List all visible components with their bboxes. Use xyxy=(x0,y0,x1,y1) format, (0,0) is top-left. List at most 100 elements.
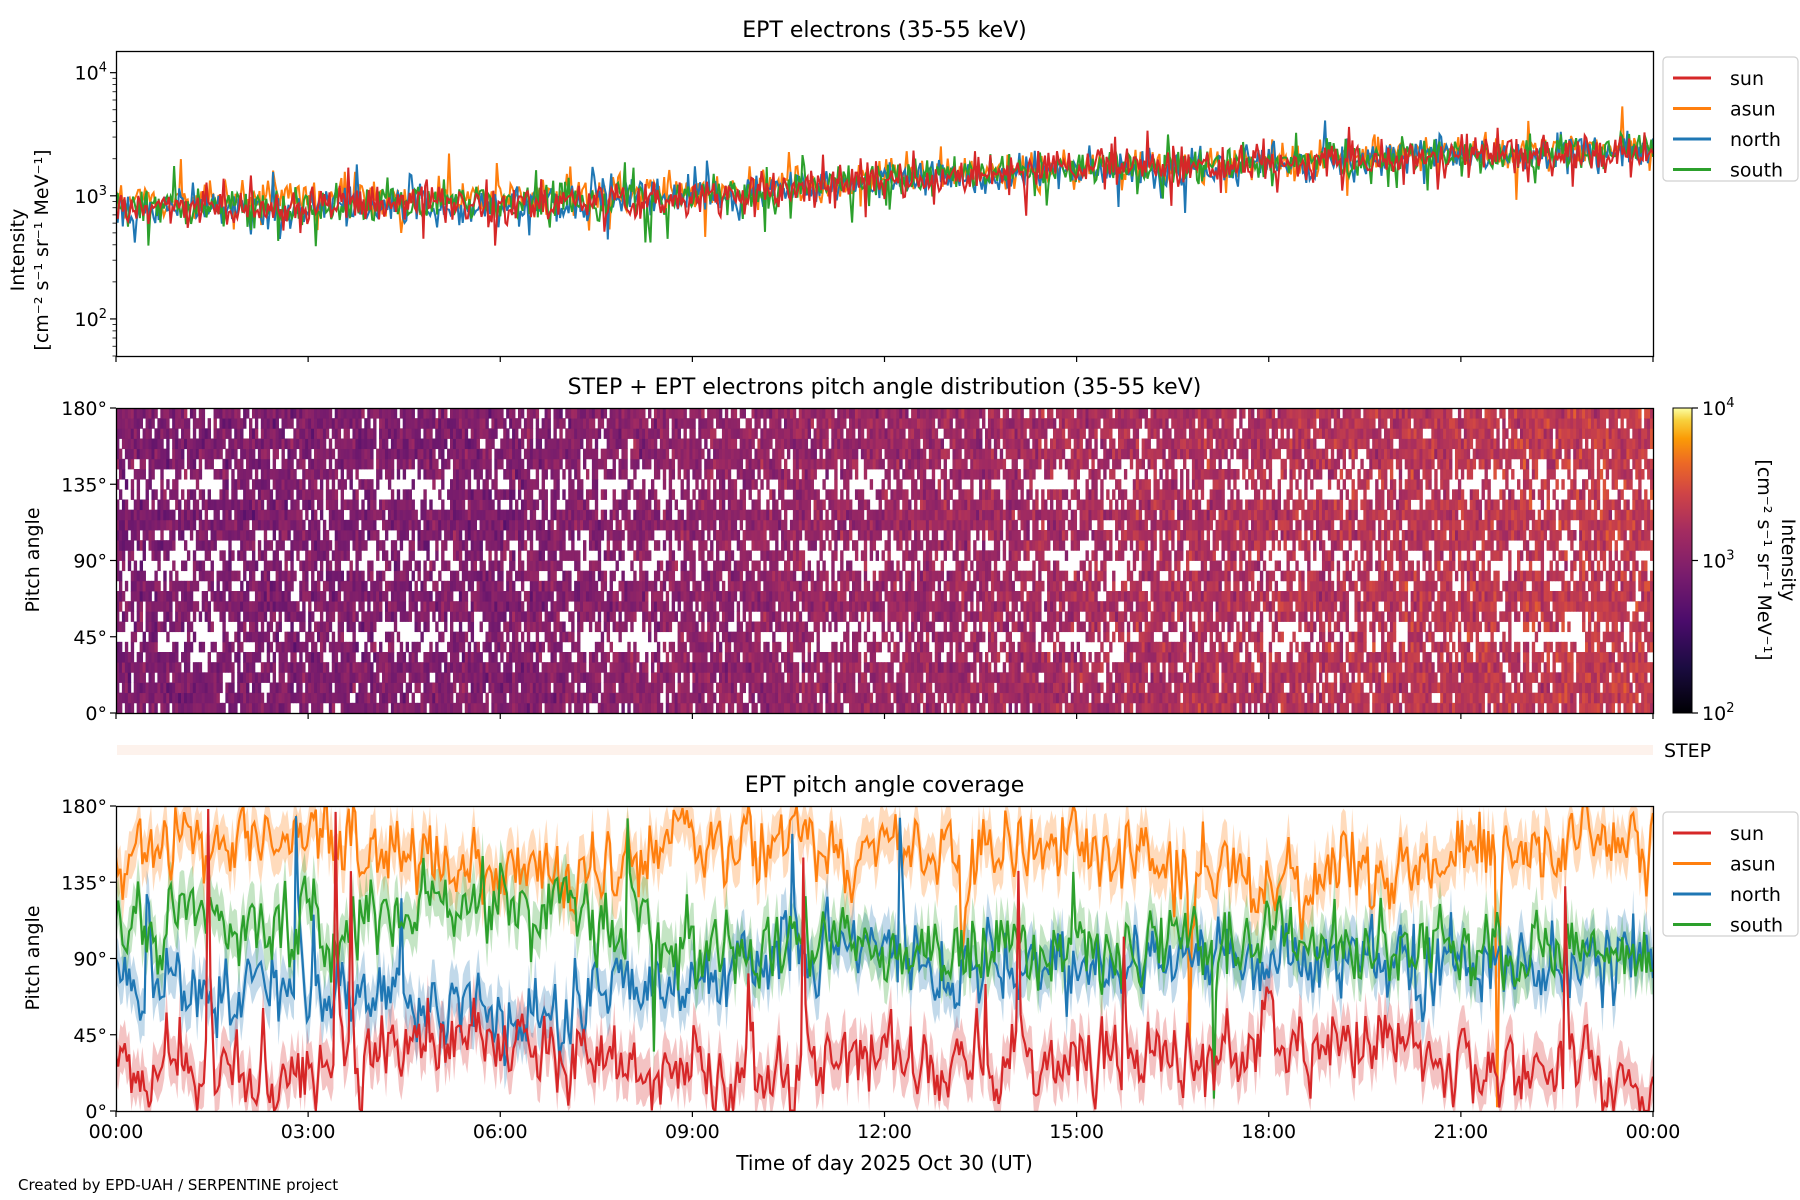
heatmap-cell xyxy=(284,489,288,500)
heatmap-cell xyxy=(151,672,155,683)
heatmap-cell xyxy=(559,702,563,713)
heatmap-cell xyxy=(627,591,631,602)
heatmap-cell xyxy=(665,428,670,439)
heatmap-cell xyxy=(284,580,288,592)
heatmap-cell xyxy=(727,519,732,531)
heatmap-cell xyxy=(568,509,572,521)
heatmap-cell xyxy=(399,540,404,551)
heatmap-cell xyxy=(680,519,684,531)
heatmap-cell xyxy=(349,448,353,460)
heatmap-cell xyxy=(154,662,158,673)
heatmap-cell xyxy=(142,458,146,470)
heatmap-cell xyxy=(645,509,649,521)
heatmap-cell xyxy=(186,672,191,683)
heatmap-cell xyxy=(198,570,203,582)
heatmap-cell xyxy=(562,438,566,450)
heatmap-cell xyxy=(467,418,472,429)
heatmap-cell xyxy=(210,499,214,511)
heatmap-cell xyxy=(650,662,655,673)
heatmap-cell xyxy=(674,692,678,704)
heatmap-cell xyxy=(671,550,676,561)
heatmap-cell xyxy=(116,550,120,561)
heatmap-cell xyxy=(331,550,336,561)
heatmap-cell xyxy=(337,540,342,551)
heatmap-cell xyxy=(382,570,386,582)
heatmap-cell xyxy=(160,692,164,704)
heatmap-cell xyxy=(225,469,229,480)
heatmap-cell xyxy=(748,641,752,653)
heatmap-cell xyxy=(568,408,572,419)
heatmap-cell xyxy=(594,458,599,470)
heatmap-cell xyxy=(683,489,687,500)
heatmap-cell xyxy=(730,499,735,511)
heatmap-cell xyxy=(435,458,439,470)
heatmap-cell xyxy=(231,479,235,490)
heatmap-cell xyxy=(243,408,247,419)
heatmap-cell xyxy=(163,692,167,704)
top-y-axis-label: Intensity xyxy=(7,209,29,292)
heatmap-cell xyxy=(553,570,557,582)
heatmap-cell xyxy=(656,682,661,694)
heatmap-cell xyxy=(272,652,277,663)
heatmap-cell xyxy=(251,662,256,673)
heatmap-cell xyxy=(195,448,200,460)
heatmap-cell xyxy=(127,702,132,713)
heatmap-cell xyxy=(376,580,380,592)
heatmap-cell xyxy=(473,458,478,470)
heatmap-cell xyxy=(724,621,729,633)
heatmap-cell xyxy=(574,489,578,500)
heatmap-cell xyxy=(201,570,206,582)
heatmap-cell xyxy=(435,540,439,551)
heatmap-cell xyxy=(588,438,593,450)
heatmap-cell xyxy=(559,530,563,541)
heatmap-cell xyxy=(355,469,359,480)
heatmap-cell xyxy=(281,672,285,683)
heatmap-cell xyxy=(550,438,554,450)
heatmap-cell xyxy=(361,519,365,531)
heatmap-cell xyxy=(656,540,661,551)
heatmap-cell xyxy=(417,621,421,633)
heatmap-cell xyxy=(231,530,235,541)
heatmap-cell xyxy=(293,469,297,480)
heatmap-cell xyxy=(272,662,277,673)
heatmap-cell xyxy=(588,570,593,582)
heatmap-cell xyxy=(645,662,649,673)
heatmap-cell xyxy=(222,570,226,582)
heatmap-cell xyxy=(568,530,572,541)
heatmap-cell xyxy=(361,621,365,633)
heatmap-cell xyxy=(231,641,235,653)
heatmap-cell xyxy=(526,479,531,490)
heatmap-cell xyxy=(716,550,720,561)
heatmap-cell xyxy=(447,702,451,713)
heatmap-cell xyxy=(716,509,720,521)
heatmap-cell xyxy=(195,530,200,541)
heatmap-cell xyxy=(704,652,708,663)
heatmap-cell xyxy=(358,550,362,561)
heatmap-cell xyxy=(479,621,483,633)
heatmap-cell xyxy=(181,458,185,470)
heatmap-cell xyxy=(648,519,652,531)
heatmap-cell xyxy=(523,428,528,439)
heatmap-cell xyxy=(689,621,693,633)
heatmap-cell xyxy=(325,580,330,592)
heatmap-cell xyxy=(243,591,247,602)
heatmap-cell xyxy=(544,438,548,450)
heatmap-cell xyxy=(695,652,699,663)
heatmap-cell xyxy=(642,438,646,450)
heatmap-cell xyxy=(116,499,120,511)
heatmap-cell xyxy=(228,692,232,704)
heatmap-cell xyxy=(547,702,551,713)
heatmap-cell xyxy=(751,702,755,713)
heatmap-cell xyxy=(689,438,693,450)
heatmap-cell xyxy=(130,662,135,673)
heatmap-cell xyxy=(612,540,616,551)
heatmap-cell xyxy=(361,458,365,470)
heatmap-cell xyxy=(665,611,670,622)
heatmap-cell xyxy=(485,519,489,531)
heatmap-cell xyxy=(630,621,634,633)
heatmap-cell xyxy=(742,479,746,490)
heatmap-cell xyxy=(695,672,699,683)
heatmap-cell xyxy=(420,631,424,643)
heatmap-cell xyxy=(402,408,407,419)
heatmap-cell xyxy=(334,591,339,602)
